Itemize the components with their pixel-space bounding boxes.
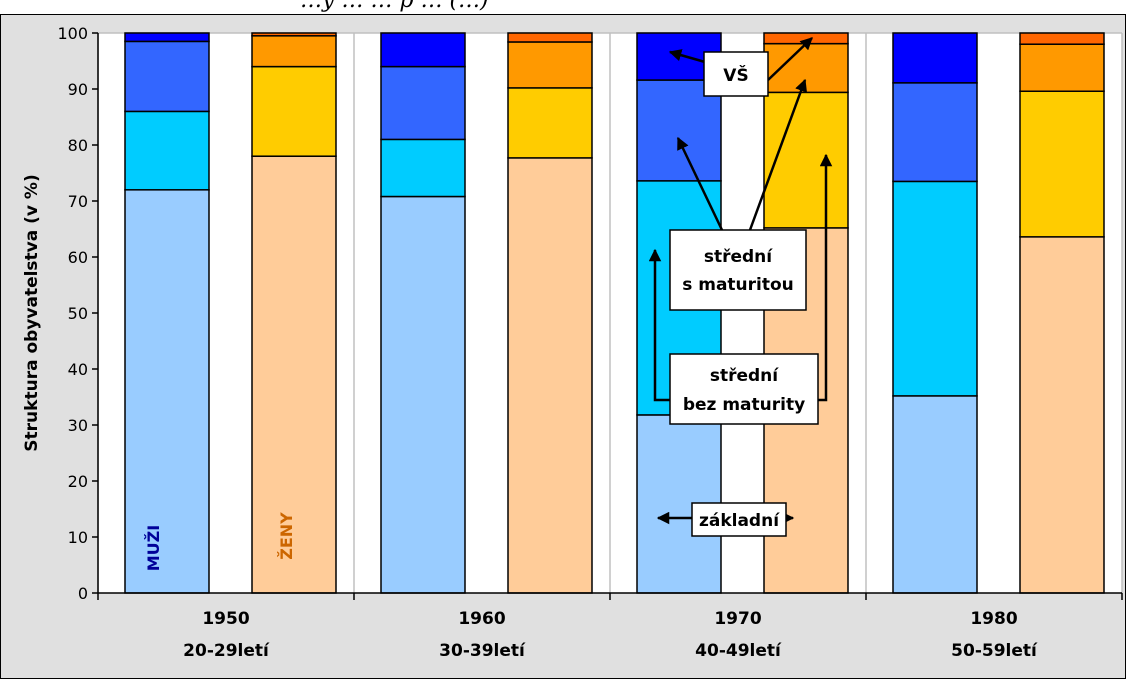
bar-segment-men-1950-1 <box>124 110 210 191</box>
y-tick-label: 40 <box>68 360 88 379</box>
gender-label-men: MUŽI <box>144 525 163 571</box>
y-tick-label: 30 <box>68 416 88 435</box>
bar-segment-women-1980-3 <box>1019 32 1105 45</box>
y-tick-label: 60 <box>68 248 88 267</box>
bar-segment-women-1980-2 <box>1019 43 1105 92</box>
x-category-year: 1960 <box>458 609 505 629</box>
bar-segment-women-1970-2 <box>763 42 849 94</box>
bar-segment-men-1960-3 <box>380 32 466 68</box>
bar-segment-women-1960-1 <box>507 87 593 159</box>
bar-segment-men-1960-1 <box>380 138 466 198</box>
bar-segment-women-1980-0 <box>1019 236 1105 594</box>
arrow-s-maturitou-women <box>748 78 807 231</box>
x-category-age: 40-49letí <box>695 641 782 661</box>
arrow-bez-maturity-women <box>818 153 833 402</box>
bar-segment-men-1960-0 <box>380 195 466 594</box>
chart-title: …y … … p … (…) <box>300 0 489 13</box>
y-tick-label: 70 <box>68 192 88 211</box>
bar-segment-women-1960-0 <box>507 157 593 594</box>
bar-segment-women-1960-2 <box>507 41 593 89</box>
y-axis-label: Struktura obyvatelstva (v %) <box>22 174 42 451</box>
title-strip: …y … … p … (…) <box>0 0 1128 14</box>
bar-segment-men-1980-0 <box>892 395 978 594</box>
callout-box-s-maturitou <box>669 229 807 311</box>
bar-segment-women-1950-2 <box>251 35 337 68</box>
gender-label-women: ŽENY <box>277 512 296 560</box>
bar-segment-women-1960-3 <box>507 32 593 43</box>
x-category-age: 20-29letí <box>183 641 270 661</box>
callout-s-maturitou-line1: střední <box>704 247 773 267</box>
bar-segment-men-1980-1 <box>892 180 978 397</box>
arrow-vs-women <box>767 37 813 81</box>
bar-segment-men-1960-2 <box>380 65 466 141</box>
bar-segment-men-1950-3 <box>124 32 210 43</box>
y-tick-label: 80 <box>68 136 88 155</box>
x-category-year: 1950 <box>202 609 249 629</box>
x-category-age: 50-59letí <box>951 641 1038 661</box>
bar-segment-men-1980-2 <box>892 82 978 183</box>
bar-segment-women-1950-1 <box>251 65 337 157</box>
bar-segment-women-1970-1 <box>763 91 849 229</box>
arrow-s-maturitou-men <box>676 136 724 231</box>
y-tick-label: 50 <box>68 304 88 323</box>
bar-segment-women-1950-0 <box>251 155 337 594</box>
y-tick-label: 100 <box>57 24 88 43</box>
bar-segment-men-1980-3 <box>892 32 978 84</box>
arrow-bez-maturity-men <box>648 248 670 402</box>
x-category-year: 1970 <box>714 609 761 629</box>
bar-segment-women-1950-3 <box>251 32 337 37</box>
y-tick-label: 10 <box>68 528 88 547</box>
callout-box-vs <box>703 51 769 97</box>
y-tick-label: 0 <box>78 584 88 603</box>
y-tick-label: 90 <box>68 80 88 99</box>
callout-box-bez-maturity <box>669 353 819 425</box>
x-category-age: 30-39letí <box>439 641 526 661</box>
bar-segment-men-1950-0 <box>124 189 210 594</box>
bar-segment-men-1950-2 <box>124 40 210 113</box>
callout-vs: VŠ <box>723 64 748 86</box>
callout-bez-maturity-line1: střední <box>710 366 779 386</box>
callout-box-zakladni <box>691 502 787 537</box>
x-category-year: 1980 <box>970 609 1017 629</box>
callout-s-maturitou-line2: s maturitou <box>682 275 794 295</box>
y-tick-label: 20 <box>68 472 88 491</box>
callout-bez-maturity-line2: bez maturity <box>683 395 805 415</box>
bar-segment-women-1980-1 <box>1019 90 1105 238</box>
callout-zakladni: základní <box>699 511 780 531</box>
